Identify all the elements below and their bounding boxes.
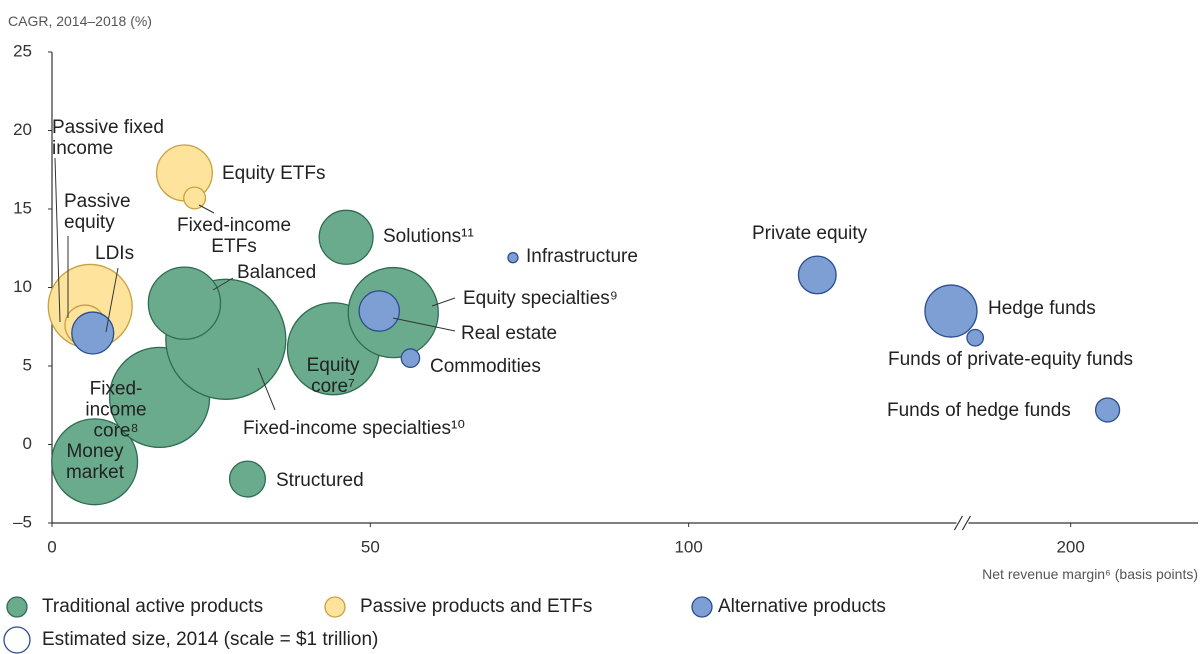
leader-line — [257, 367, 276, 411]
bubble-label: Structured — [276, 470, 364, 491]
bubble-label: Fixed- income core⁸ — [85, 378, 147, 442]
legend-label: Passive products and ETFs — [360, 596, 593, 617]
bubble-label: Passive equity — [64, 191, 131, 233]
bubble-label: Money market — [65, 441, 125, 483]
leader-line — [431, 297, 456, 307]
axis-break — [953, 515, 963, 531]
bubble-label: Balanced — [237, 262, 317, 283]
bubble-label: Fixed-income ETFs — [176, 215, 292, 257]
bubble — [400, 348, 421, 368]
bubble — [147, 266, 222, 340]
bubble-label: Infrastructure — [526, 246, 638, 267]
bubble-label: Commodities — [430, 356, 541, 377]
x-tick-label: 200 — [1056, 537, 1084, 556]
legend-label: Alternative products — [718, 596, 886, 617]
bubble-label: Equity core⁷ — [306, 355, 360, 397]
y-tick-label: 5 — [23, 355, 32, 374]
bubble-label: Equity specialties⁹ — [463, 288, 618, 309]
bubble-label: LDIs — [95, 243, 135, 264]
leader-line — [105, 267, 119, 333]
x-tick-label: 0 — [47, 537, 56, 556]
y-tick-label: 15 — [13, 198, 32, 217]
axis-break-gap — [956, 520, 969, 526]
legend-label: Traditional active products — [42, 596, 264, 617]
bubble — [1094, 397, 1121, 423]
bubble — [183, 186, 207, 210]
bubble-label: Equity ETFs — [222, 163, 326, 184]
bubble — [924, 284, 978, 338]
x-axis-label: Net revenue margin⁶ (basis points) — [982, 566, 1198, 582]
leader-line — [392, 317, 456, 332]
legend-swatch — [6, 596, 28, 618]
size-legend-circle — [3, 626, 31, 654]
bubble — [71, 311, 115, 355]
bubble-label: Hedge funds — [988, 298, 1096, 319]
bubble-label: Solutions¹¹ — [383, 226, 474, 247]
y-axis-label: CAGR, 2014–2018 (%) — [8, 13, 152, 29]
x-tick-label: 100 — [674, 537, 702, 556]
axis-break — [961, 515, 971, 531]
y-tick-label: 10 — [13, 277, 32, 296]
leader-line — [54, 157, 61, 323]
legend-swatch — [324, 596, 346, 618]
leader-line — [198, 204, 215, 214]
y-tick-label: 0 — [23, 434, 32, 453]
y-tick-label: 25 — [13, 41, 32, 60]
bubble — [228, 460, 267, 498]
bubble-label: Private equity — [752, 223, 868, 244]
legend-swatch — [691, 596, 713, 618]
y-tick-label: –5 — [13, 512, 32, 531]
bubble-label: Funds of private-equity funds — [888, 349, 1134, 370]
bubble — [358, 290, 401, 332]
leader-line — [212, 277, 234, 291]
bubble — [51, 418, 139, 506]
bubble — [318, 209, 374, 265]
bubble — [507, 251, 519, 264]
bubble-label: Funds of hedge funds — [887, 400, 1071, 421]
x-tick-label: 50 — [361, 537, 380, 556]
bubble — [797, 255, 837, 295]
bubble-label: Passive fixed income — [52, 117, 164, 159]
y-tick-label: 20 — [13, 120, 32, 139]
size-legend-label: Estimated size, 2014 (scale = $1 trillio… — [42, 629, 379, 650]
bubble — [966, 328, 985, 347]
bubble-label: Real estate — [461, 323, 558, 344]
bubble-label: Fixed-income specialties¹⁰ — [243, 418, 465, 439]
